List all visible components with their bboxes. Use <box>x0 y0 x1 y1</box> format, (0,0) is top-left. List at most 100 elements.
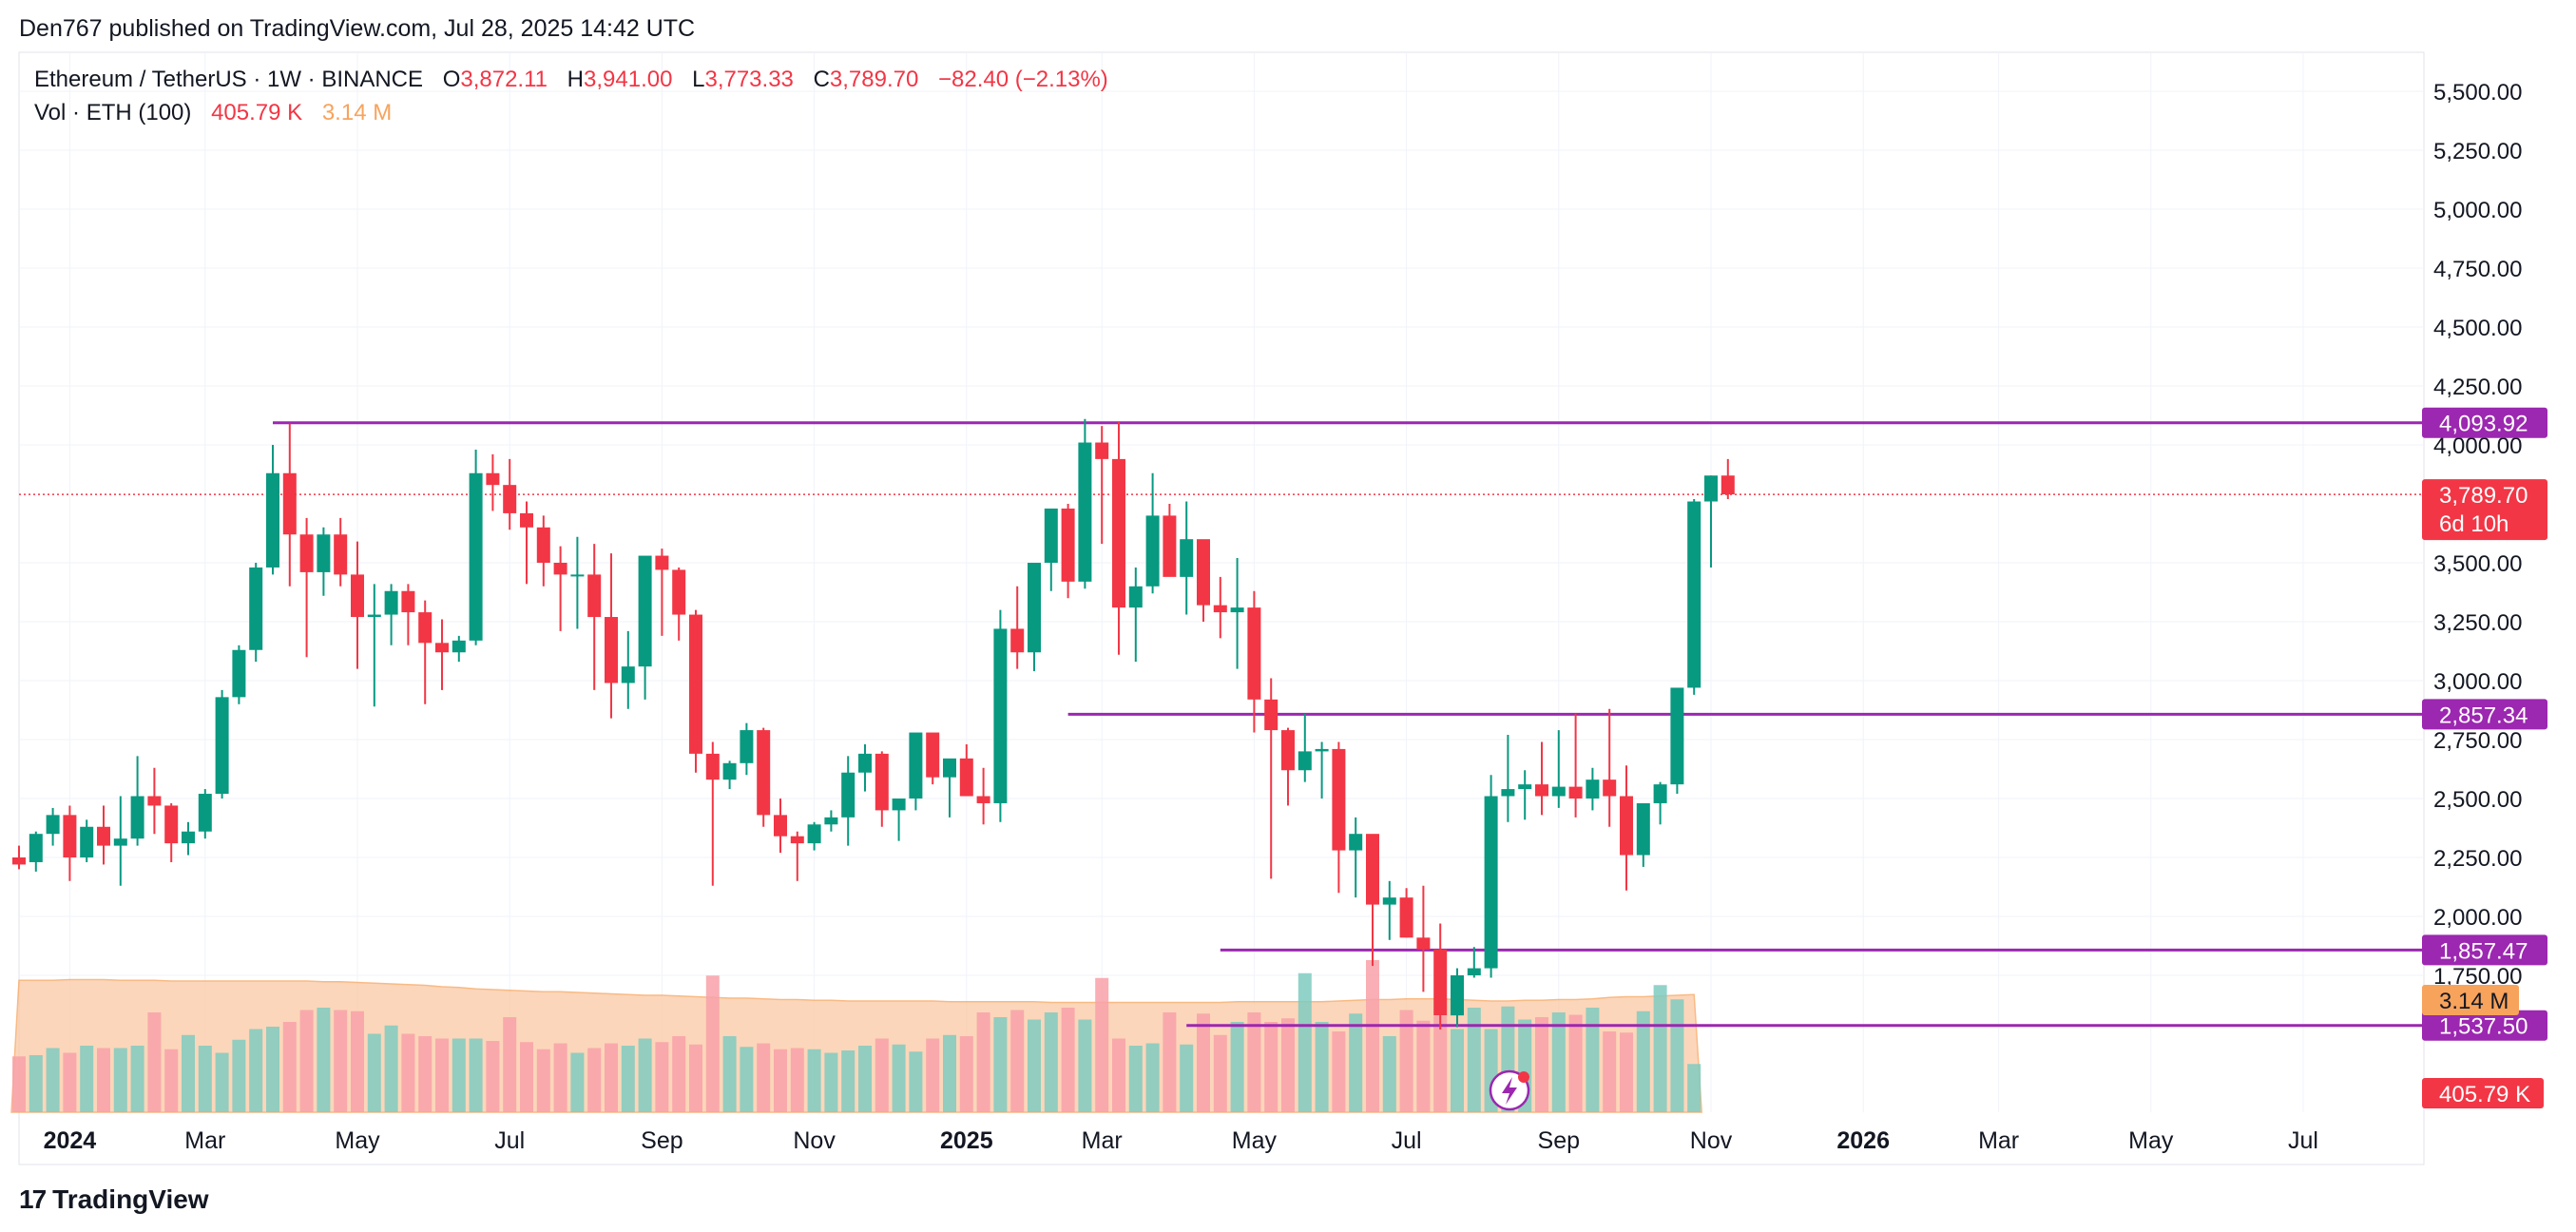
candle-body <box>1281 730 1295 771</box>
publisher-line: Den767 published on TradingView.com, Jul… <box>19 15 696 42</box>
candle-body <box>976 796 990 803</box>
open-value: 3,872.11 <box>460 67 548 92</box>
volume-bar <box>570 1052 585 1112</box>
change-value: −82.40 (−2.13%) <box>938 67 1108 92</box>
candle-body <box>1010 628 1025 653</box>
volume-bar <box>63 1052 77 1112</box>
countdown-tag: 6d 10h <box>2439 511 2509 537</box>
candle-body <box>672 569 686 615</box>
volume-bar <box>536 1049 550 1112</box>
candle-body <box>1128 586 1143 608</box>
volume-bar <box>97 1048 110 1112</box>
candle-body <box>469 472 483 641</box>
volume-bar <box>1568 1014 1583 1112</box>
volume-bar <box>1044 1012 1058 1112</box>
level-price-tag-bg <box>2422 1010 2547 1041</box>
volume-bar <box>1061 1008 1075 1112</box>
volume-bar <box>452 1038 466 1112</box>
volume-bar <box>1467 1008 1481 1112</box>
volume-bar <box>1399 1010 1413 1112</box>
volume-bar <box>232 1039 246 1112</box>
candle-body <box>1653 784 1667 803</box>
volume-bar <box>705 975 720 1112</box>
candle-body <box>1568 786 1583 799</box>
candle-body <box>1332 748 1346 851</box>
volume-bar <box>926 1038 940 1112</box>
chart-frame <box>18 51 2425 1165</box>
tradingview-logo-icon: 17 <box>19 1184 47 1214</box>
x-tick-label: Mar <box>184 1127 225 1154</box>
volume-value: 405.79 K <box>211 100 303 125</box>
candle-body <box>418 612 433 644</box>
volume-bar <box>29 1055 43 1112</box>
volume-bar <box>1349 1013 1363 1112</box>
volume-bar <box>790 1048 804 1112</box>
candle-body <box>1484 796 1498 969</box>
candle-body <box>536 527 550 563</box>
candle-body <box>858 753 872 773</box>
level-price-tag: 1,537.50 <box>2439 1014 2528 1040</box>
candle-body <box>841 772 855 818</box>
volume-bar <box>1095 977 1109 1112</box>
candle-body <box>824 817 838 825</box>
candle-body <box>1586 780 1600 799</box>
candle-body <box>1264 699 1278 731</box>
level-price-tag: 1,857.47 <box>2439 938 2528 964</box>
volume-bar <box>1653 985 1667 1112</box>
candle-body <box>384 590 398 615</box>
volume-bar <box>1382 1036 1396 1112</box>
volume-bar <box>807 1049 821 1112</box>
last-price-tag-bg <box>2422 479 2547 541</box>
lightning-icon[interactable] <box>1489 1069 1530 1111</box>
volume-bar <box>1213 1034 1227 1112</box>
volume-bar <box>993 1017 1008 1112</box>
low-value: 3,773.33 <box>704 67 794 92</box>
volume-bar <box>1281 1018 1295 1112</box>
candle-body <box>605 617 618 683</box>
candle-body <box>807 824 821 844</box>
volume-bar <box>147 1012 162 1112</box>
volume-bar <box>1010 1010 1025 1112</box>
level-price-tag: 2,857.34 <box>2439 703 2528 728</box>
volume-bar <box>1197 1013 1210 1112</box>
candle-body <box>553 563 567 575</box>
volume-bar <box>401 1033 415 1112</box>
candle-body <box>1197 539 1210 606</box>
candle-body <box>334 534 348 575</box>
volume-tag-bg <box>2422 1078 2544 1108</box>
high-value: 3,941.00 <box>584 67 673 92</box>
volume-bar <box>722 1036 737 1112</box>
volume-bar <box>164 1049 179 1112</box>
x-tick-label: May <box>2128 1127 2174 1154</box>
volume-bar <box>976 1012 990 1112</box>
candle-body <box>1028 563 1041 653</box>
candle-body <box>503 485 517 513</box>
volume-bar <box>655 1042 669 1112</box>
candle-body <box>1603 780 1617 797</box>
candle-body <box>1399 897 1413 938</box>
volume-bar <box>503 1017 517 1112</box>
volume-bar <box>1416 1020 1431 1112</box>
candle-body <box>1687 501 1701 688</box>
volume-ma-tag-bg <box>2422 985 2519 1015</box>
volume-bar <box>689 1044 702 1112</box>
candle-body <box>587 574 602 618</box>
candle-body <box>1670 687 1684 785</box>
candle-body <box>570 574 585 577</box>
volume-bar <box>1687 1064 1701 1112</box>
volume-bar <box>1586 1008 1600 1112</box>
last-price-tag: 3,789.70 <box>2439 483 2528 509</box>
candle-body <box>943 758 956 778</box>
volume-bar <box>553 1043 567 1112</box>
y-tick-label: 4,500.00 <box>2433 316 2522 341</box>
x-tick-label: Mar <box>1082 1127 1123 1154</box>
candle-body <box>993 628 1008 803</box>
candle-body <box>130 796 144 839</box>
volume-bar <box>875 1038 889 1112</box>
x-tick-label: Sep <box>641 1127 682 1154</box>
lightning-icon-bolt <box>1502 1077 1517 1105</box>
volume-bar <box>605 1043 618 1112</box>
volume-bar <box>418 1036 433 1112</box>
volume-bar <box>1230 1022 1244 1112</box>
